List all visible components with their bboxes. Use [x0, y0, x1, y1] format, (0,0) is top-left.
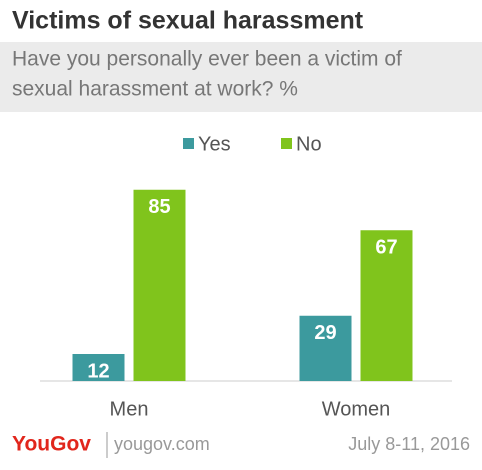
brand: YouGov — [12, 433, 91, 456]
subtitle-band — [0, 42, 482, 112]
chart-subtitle: Have you personally ever been a victim o… — [12, 48, 402, 71]
legend-label: No — [296, 133, 322, 155]
chart-subtitle: sexual harassment at work? % — [12, 78, 298, 101]
bar — [299, 315, 352, 381]
bar — [72, 354, 125, 381]
legend-label: Yes — [198, 133, 231, 155]
value-label: 67 — [375, 237, 397, 259]
site: yougov.com — [114, 434, 210, 454]
legend-swatch — [281, 138, 292, 149]
bar — [133, 189, 186, 381]
value-label: 85 — [148, 196, 170, 218]
legend-swatch — [183, 138, 194, 149]
bar — [360, 230, 413, 381]
value-label: 29 — [314, 322, 336, 344]
date: July 8-11, 2016 — [348, 434, 470, 454]
value-label: 12 — [87, 360, 109, 382]
x-tick-label: Men — [110, 398, 149, 420]
chart-title: Victims of sexual harassment — [12, 7, 364, 35]
x-tick-label: Women — [322, 398, 391, 420]
